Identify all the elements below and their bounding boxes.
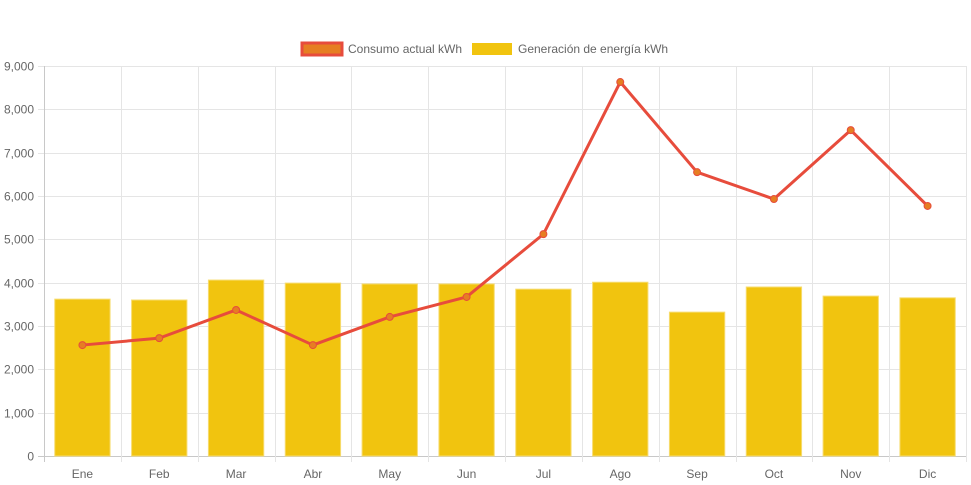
point-nov — [846, 126, 855, 135]
y-tick-label: 6,000 — [4, 190, 34, 204]
y-tick-label: 4,000 — [4, 277, 34, 291]
bar-abr — [284, 282, 342, 457]
bar-ene — [54, 298, 111, 457]
bar-sep — [668, 311, 726, 457]
x-tick-label: Dic — [919, 467, 936, 481]
legend-label-generacion: Generación de energía kWh — [518, 42, 668, 56]
point-dic — [923, 201, 932, 210]
point-ago — [616, 78, 625, 87]
x-tick-label: Oct — [765, 467, 784, 481]
legend-label-consumo: Consumo actual kWh — [348, 42, 462, 56]
line-series-consumo — [78, 78, 932, 350]
bar-oct — [745, 286, 803, 457]
bar-may — [361, 283, 418, 457]
legend-swatch-generacion — [472, 43, 512, 55]
y-tick-label: 7,000 — [4, 147, 34, 161]
point-mar — [232, 305, 241, 314]
bar-jul — [515, 288, 572, 457]
x-axis: Ene Feb Mar Abr May Jun Jul Ago Sep Oct Nov Dic — [72, 467, 937, 481]
legend-item-generacion[interactable]: Generación de energía kWh — [472, 42, 668, 56]
bar-jun — [438, 283, 495, 457]
y-tick-label: 3,000 — [4, 320, 34, 334]
point-feb — [155, 334, 164, 343]
point-ene — [78, 341, 87, 350]
point-abr — [308, 341, 317, 350]
x-tick-label: Feb — [149, 467, 170, 481]
y-tick-label: 1,000 — [4, 407, 34, 421]
x-tick-label: Ene — [72, 467, 94, 481]
y-tick-label: 2,000 — [4, 363, 34, 377]
point-jul — [539, 230, 548, 239]
point-sep — [693, 168, 702, 177]
y-tick-label: 8,000 — [4, 103, 34, 117]
bar-feb — [131, 299, 188, 457]
x-tick-label: Jul — [536, 467, 551, 481]
consumo-line — [82, 80, 929, 347]
y-axis: 0 1,000 2,000 3,000 4,000 5,000 6,000 7,000 8,00… — [4, 60, 34, 464]
x-tick-label: Mar — [226, 467, 247, 481]
point-jun — [462, 292, 471, 301]
bar-series-generacion — [54, 279, 956, 457]
legend-swatch-consumo — [300, 41, 344, 57]
y-tick-label: 5,000 — [4, 233, 34, 247]
point-may — [385, 312, 394, 321]
grid — [38, 66, 967, 462]
bar-nov — [822, 295, 879, 457]
x-tick-label: Abr — [304, 467, 323, 481]
x-tick-label: Sep — [686, 467, 708, 481]
point-oct — [769, 195, 778, 204]
x-tick-label: Nov — [840, 467, 861, 481]
x-tick-label: Ago — [610, 467, 632, 481]
x-tick-label: Jun — [457, 467, 476, 481]
y-tick-label: 0 — [27, 450, 34, 464]
x-tick-label: May — [378, 467, 401, 481]
legend: Consumo actual kWh Generación de energía… — [300, 41, 668, 57]
bar-ago — [592, 281, 649, 457]
legend-item-consumo[interactable]: Consumo actual kWh — [300, 41, 462, 57]
bar-dic — [899, 297, 956, 457]
y-tick-label: 9,000 — [4, 60, 34, 74]
